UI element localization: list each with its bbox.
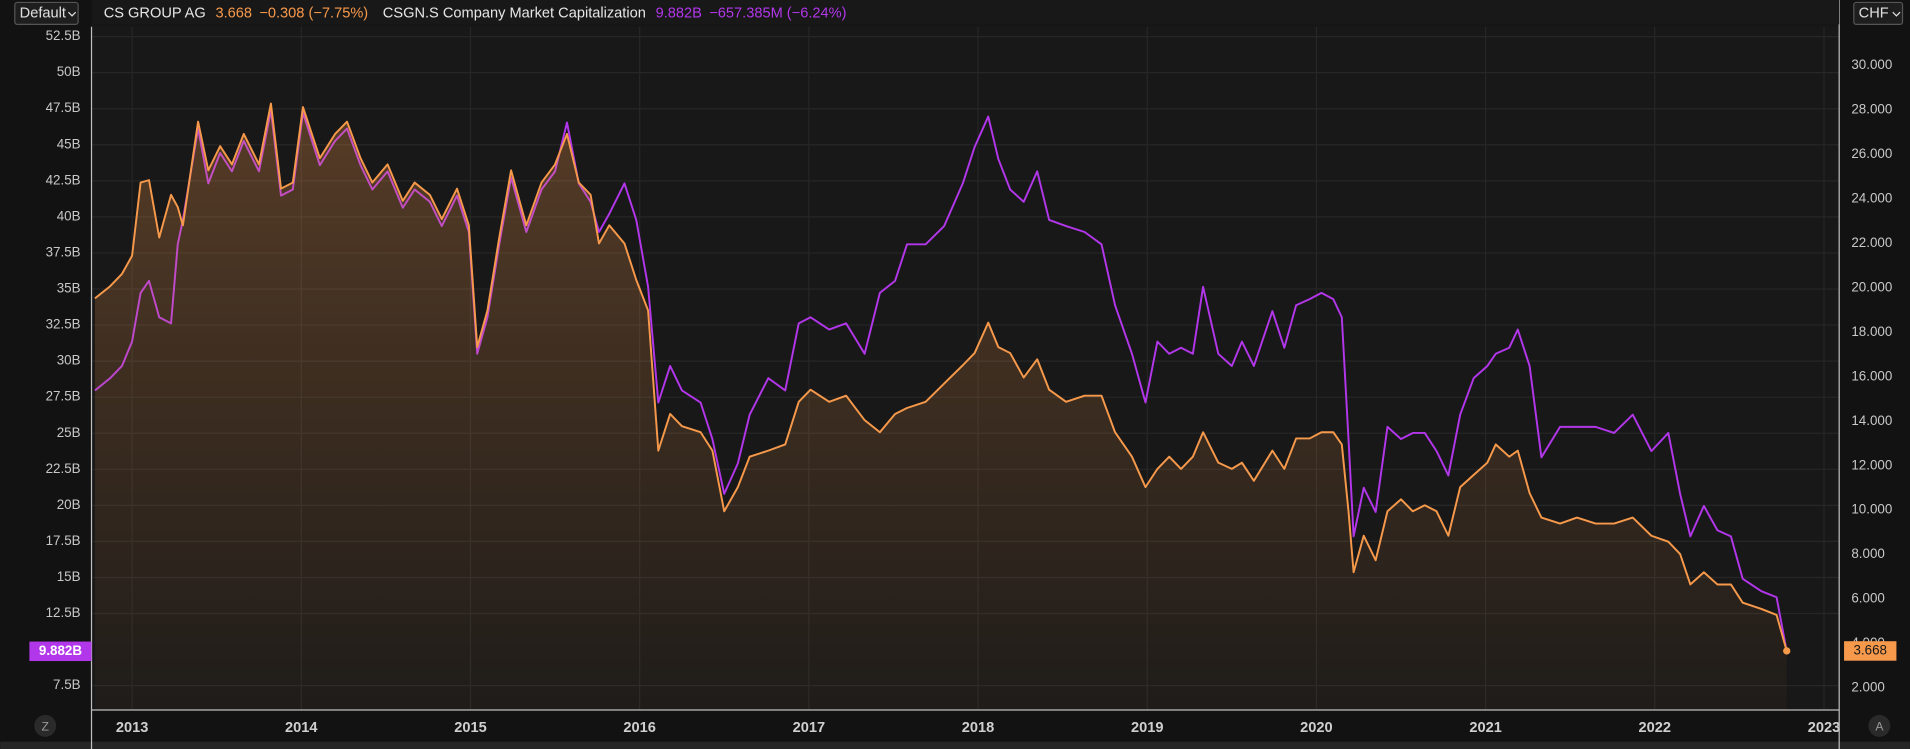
legend-text: −0.308 (−7.75%) xyxy=(259,5,368,21)
y2-tick-label: 20.000 xyxy=(1851,279,1892,294)
y2-tick-label: 30.000 xyxy=(1851,57,1892,72)
y2-tick-label: 10.000 xyxy=(1851,502,1892,517)
y-tick-label: 37.5B xyxy=(46,244,81,259)
currency-dropdown[interactable] xyxy=(1853,1,1904,25)
x-tick-label: 2015 xyxy=(454,720,487,736)
bottom-strip xyxy=(0,741,1910,749)
y-tick-label: 15B xyxy=(57,569,81,584)
legend-text: CSGN.S Company Market Capitalization xyxy=(383,5,646,21)
area xyxy=(94,103,1787,711)
y-tick-label: 52.5B xyxy=(46,28,81,43)
y2-tick-label: 18.000 xyxy=(1851,324,1892,339)
x-tick-label: 2020 xyxy=(1300,720,1333,736)
auto-button[interactable] xyxy=(1868,714,1891,737)
x-tick-label: 2013 xyxy=(116,720,149,736)
y2-tick-label: 28.000 xyxy=(1851,102,1892,117)
layout-dropdown[interactable] xyxy=(14,1,79,25)
y2-tick-label: 22.000 xyxy=(1851,235,1892,250)
y-tick-label: 7.5B xyxy=(53,677,81,692)
last-value-badge xyxy=(29,641,92,662)
header-bar xyxy=(92,0,1840,25)
y2-tick-label: 6.000 xyxy=(1851,591,1884,606)
x-tick-label: 2021 xyxy=(1469,720,1502,736)
last-value-label: 9.882B xyxy=(39,643,82,658)
currency-dropdown-label[interactable]: CHF xyxy=(1859,5,1889,21)
layout-dropdown-label[interactable]: Default xyxy=(20,5,66,21)
x-tick-label: 2017 xyxy=(793,720,826,736)
y2-tick-label: 2.000 xyxy=(1851,680,1884,695)
y-tick-label: 47.5B xyxy=(46,100,81,115)
last-value-label: 3.668 xyxy=(1853,642,1886,657)
legend-text: −657.385M (−6.24%) xyxy=(709,5,846,21)
zoom-button-label[interactable]: Z xyxy=(42,719,50,733)
auto-button-label[interactable]: A xyxy=(1875,719,1884,733)
y-tick-label: 25B xyxy=(57,425,81,440)
y2-tick-label: 14.000 xyxy=(1851,413,1892,428)
y-tick-label: 45B xyxy=(57,136,81,151)
x-tick-label: 2022 xyxy=(1639,720,1672,736)
y2-tick-label: 12.000 xyxy=(1851,457,1892,472)
legend-text: 3.668 xyxy=(215,5,252,21)
y-tick-label: 20B xyxy=(57,497,81,512)
y-tick-label: 50B xyxy=(57,64,81,79)
line xyxy=(94,102,1788,652)
y-tick-label: 30B xyxy=(57,353,81,368)
legend-text: 9.882B xyxy=(656,5,702,21)
dropdown-caret xyxy=(1892,11,1901,17)
y-tick-label: 22.5B xyxy=(46,461,81,476)
x-tick-label: 2014 xyxy=(285,720,318,736)
x-tick-label: 2018 xyxy=(962,720,995,736)
x-tick-label: 2019 xyxy=(1131,720,1164,736)
y2-tick-label: 8.000 xyxy=(1851,546,1884,561)
dropdown-caret xyxy=(67,11,77,17)
y-tick-label: 17.5B xyxy=(46,533,81,548)
y2-tick-label: 24.000 xyxy=(1851,191,1892,206)
y-tick-label: 12.5B xyxy=(46,605,81,620)
last-value-badge xyxy=(1844,641,1897,661)
right-axis-panel xyxy=(1839,0,1910,711)
zoom-button[interactable] xyxy=(34,714,57,737)
last-point xyxy=(1783,647,1791,655)
x-tick-label: 2023 xyxy=(1808,720,1841,736)
y2-tick-label: 26.000 xyxy=(1851,146,1892,161)
left-axis-panel xyxy=(0,0,92,711)
y-tick-label: 40B xyxy=(57,208,81,223)
legend-text: CS GROUP AG xyxy=(104,5,206,21)
x-tick-label: 2016 xyxy=(623,720,656,736)
y-tick-label: 35B xyxy=(57,281,81,296)
y-tick-label: 32.5B xyxy=(46,317,81,332)
y-tick-label: 42.5B xyxy=(46,172,81,187)
y-tick-label: 27.5B xyxy=(46,389,81,404)
y2-tick-label: 16.000 xyxy=(1851,368,1892,383)
